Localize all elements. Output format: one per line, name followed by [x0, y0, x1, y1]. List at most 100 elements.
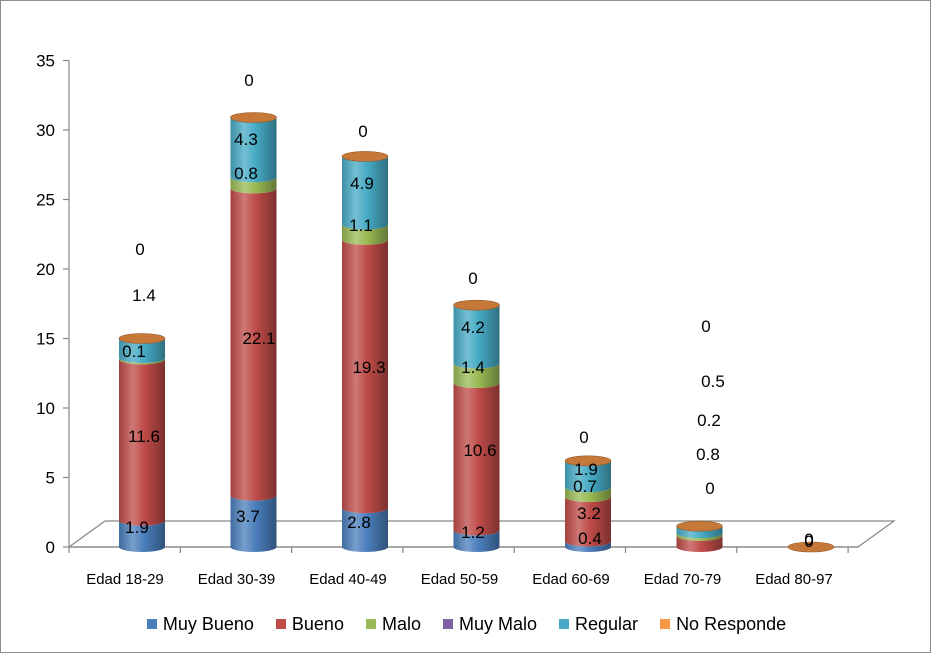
legend-item-regular: Regular — [559, 614, 638, 635]
legend-label: Muy Malo — [458, 613, 538, 634]
legend-label: Bueno — [291, 613, 344, 634]
bar-edad-70-79 — [676, 520, 723, 552]
bar-edad-18-29 — [118, 333, 166, 552]
legend-swatch — [660, 619, 671, 629]
data-label-regular: 4.2 — [461, 318, 485, 337]
data-label-malo: 0.8 — [234, 164, 258, 183]
data-label-muy-bueno: 0 — [804, 532, 813, 551]
data-label-bueno: 19.3 — [352, 358, 385, 377]
legend-item-muy-malo: Muy Malo — [442, 613, 538, 635]
x-tick-label: Edad 60-69 — [532, 571, 610, 588]
bar-top-cap — [341, 151, 389, 162]
data-label-muy-bueno: 0 — [705, 479, 714, 498]
bar-segment-malo — [342, 224, 388, 245]
legend-label: No Responde — [676, 613, 787, 634]
data-label-regular: 1.9 — [574, 460, 598, 479]
y-tick-label: 0 — [46, 538, 55, 557]
data-label-muy-bueno: 0.4 — [578, 529, 602, 548]
x-tick-label: Edad 50-59 — [421, 571, 499, 588]
bar-edad-60-69 — [564, 455, 612, 552]
bar-segment-malo — [565, 487, 611, 502]
bar-segment-muy-bueno — [230, 495, 277, 552]
legend-swatch — [365, 619, 376, 629]
legend-label: Malo — [381, 613, 421, 634]
y-tick-label: 20 — [36, 260, 55, 279]
legend-swatch — [442, 619, 453, 629]
data-label-no-responde: 0 — [244, 71, 253, 90]
data-label-regular: 4.9 — [350, 174, 374, 193]
legend-swatch — [559, 619, 570, 629]
legend-item-bueno: Bueno — [275, 613, 344, 635]
y-tick-label: 5 — [46, 469, 55, 488]
data-label-malo: 1.4 — [461, 358, 485, 377]
data-label-no-responde: 0 — [468, 269, 477, 288]
legend-label: Muy Bueno — [162, 613, 254, 634]
bar-edad-30-39 — [230, 112, 277, 552]
bar-edad-80-97 — [787, 541, 835, 553]
bar-segment-bueno — [342, 239, 388, 514]
y-tick-label: 15 — [36, 330, 55, 349]
legend-swatch — [275, 619, 286, 629]
x-tick-label: Edad 30-39 — [198, 571, 276, 588]
data-label-no-responde: 0 — [701, 317, 710, 336]
data-label-no-responde: 0 — [358, 122, 367, 141]
bar-segment-bueno — [119, 359, 165, 526]
data-label-bueno: 3.2 — [577, 504, 601, 523]
bar-segment-bueno — [230, 188, 277, 501]
x-tick-label: Edad 70-79 — [644, 571, 722, 588]
data-label-muy-bueno: 3.7 — [236, 507, 260, 526]
data-label-malo: 1.1 — [349, 216, 373, 235]
bar-top-cap — [118, 333, 166, 344]
bar-segment-muy-bueno — [453, 530, 500, 552]
y-tick-label: 35 — [36, 52, 55, 71]
y-tick-label: 30 — [36, 121, 55, 140]
y-tick-label: 10 — [36, 399, 55, 418]
bar-segment-muy-bueno — [342, 508, 388, 552]
legend-item-no-responde: No Responde — [660, 614, 786, 635]
bar-segment-regular — [565, 460, 611, 493]
bar-top-cap — [453, 299, 500, 311]
bar-top-cap — [564, 455, 612, 467]
data-label-malo: 0.7 — [573, 477, 597, 496]
legend: Muy Bueno Bueno Malo Muy Malo Regular No Resp… — [1, 610, 930, 638]
bar-edad-40-49 — [341, 151, 389, 552]
data-label-bueno: 22.1 — [242, 329, 275, 348]
data-label-muy-bueno: 1.2 — [461, 523, 485, 542]
data-label-bueno: 11.6 — [128, 427, 160, 446]
bar-top-cap — [230, 112, 277, 123]
bar-segment-regular — [230, 117, 277, 183]
data-label-regular: 1.4 — [132, 286, 156, 305]
data-label-malo: 0.2 — [697, 411, 721, 430]
bar-top-cap — [676, 520, 723, 532]
y-tick-label: 25 — [36, 191, 55, 210]
bar-edad-50-59 — [453, 299, 500, 552]
bar-segment-bueno — [565, 496, 611, 547]
data-label-regular: 0.5 — [701, 372, 725, 391]
bar-segment-regular — [119, 338, 165, 363]
data-label-no-responde: 0 — [579, 428, 588, 447]
bar-segment-malo — [119, 357, 165, 365]
x-tick-label: Edad 80-97 — [755, 571, 833, 588]
data-label-no-responde: 0 — [135, 240, 144, 259]
bar-segment-malo — [676, 533, 723, 541]
legend-label: Regular — [575, 613, 639, 634]
legend-item-muy-bueno: Muy Bueno — [146, 613, 254, 635]
bar-segment-malo — [453, 363, 500, 388]
bar-segment-muy-bueno — [119, 520, 165, 552]
data-label-regular: 4.3 — [234, 130, 258, 149]
bar-segment-malo — [230, 177, 277, 194]
x-tick-label: Edad 40-49 — [309, 571, 387, 588]
data-label-no-responde: 0 — [804, 530, 813, 549]
bar-segment-regular — [453, 305, 500, 369]
data-label-bueno: 10.6 — [463, 441, 496, 460]
data-label-malo: 0.1 — [122, 342, 146, 361]
legend-swatch — [146, 619, 157, 629]
bar-segment-bueno — [453, 382, 500, 536]
data-label-muy-bueno: 2.8 — [347, 513, 371, 532]
legend-item-malo: Malo — [365, 613, 421, 635]
bar-top-cap — [787, 541, 835, 553]
bar-segment-regular — [676, 526, 723, 539]
bar-segment-muy-bueno — [565, 541, 611, 552]
